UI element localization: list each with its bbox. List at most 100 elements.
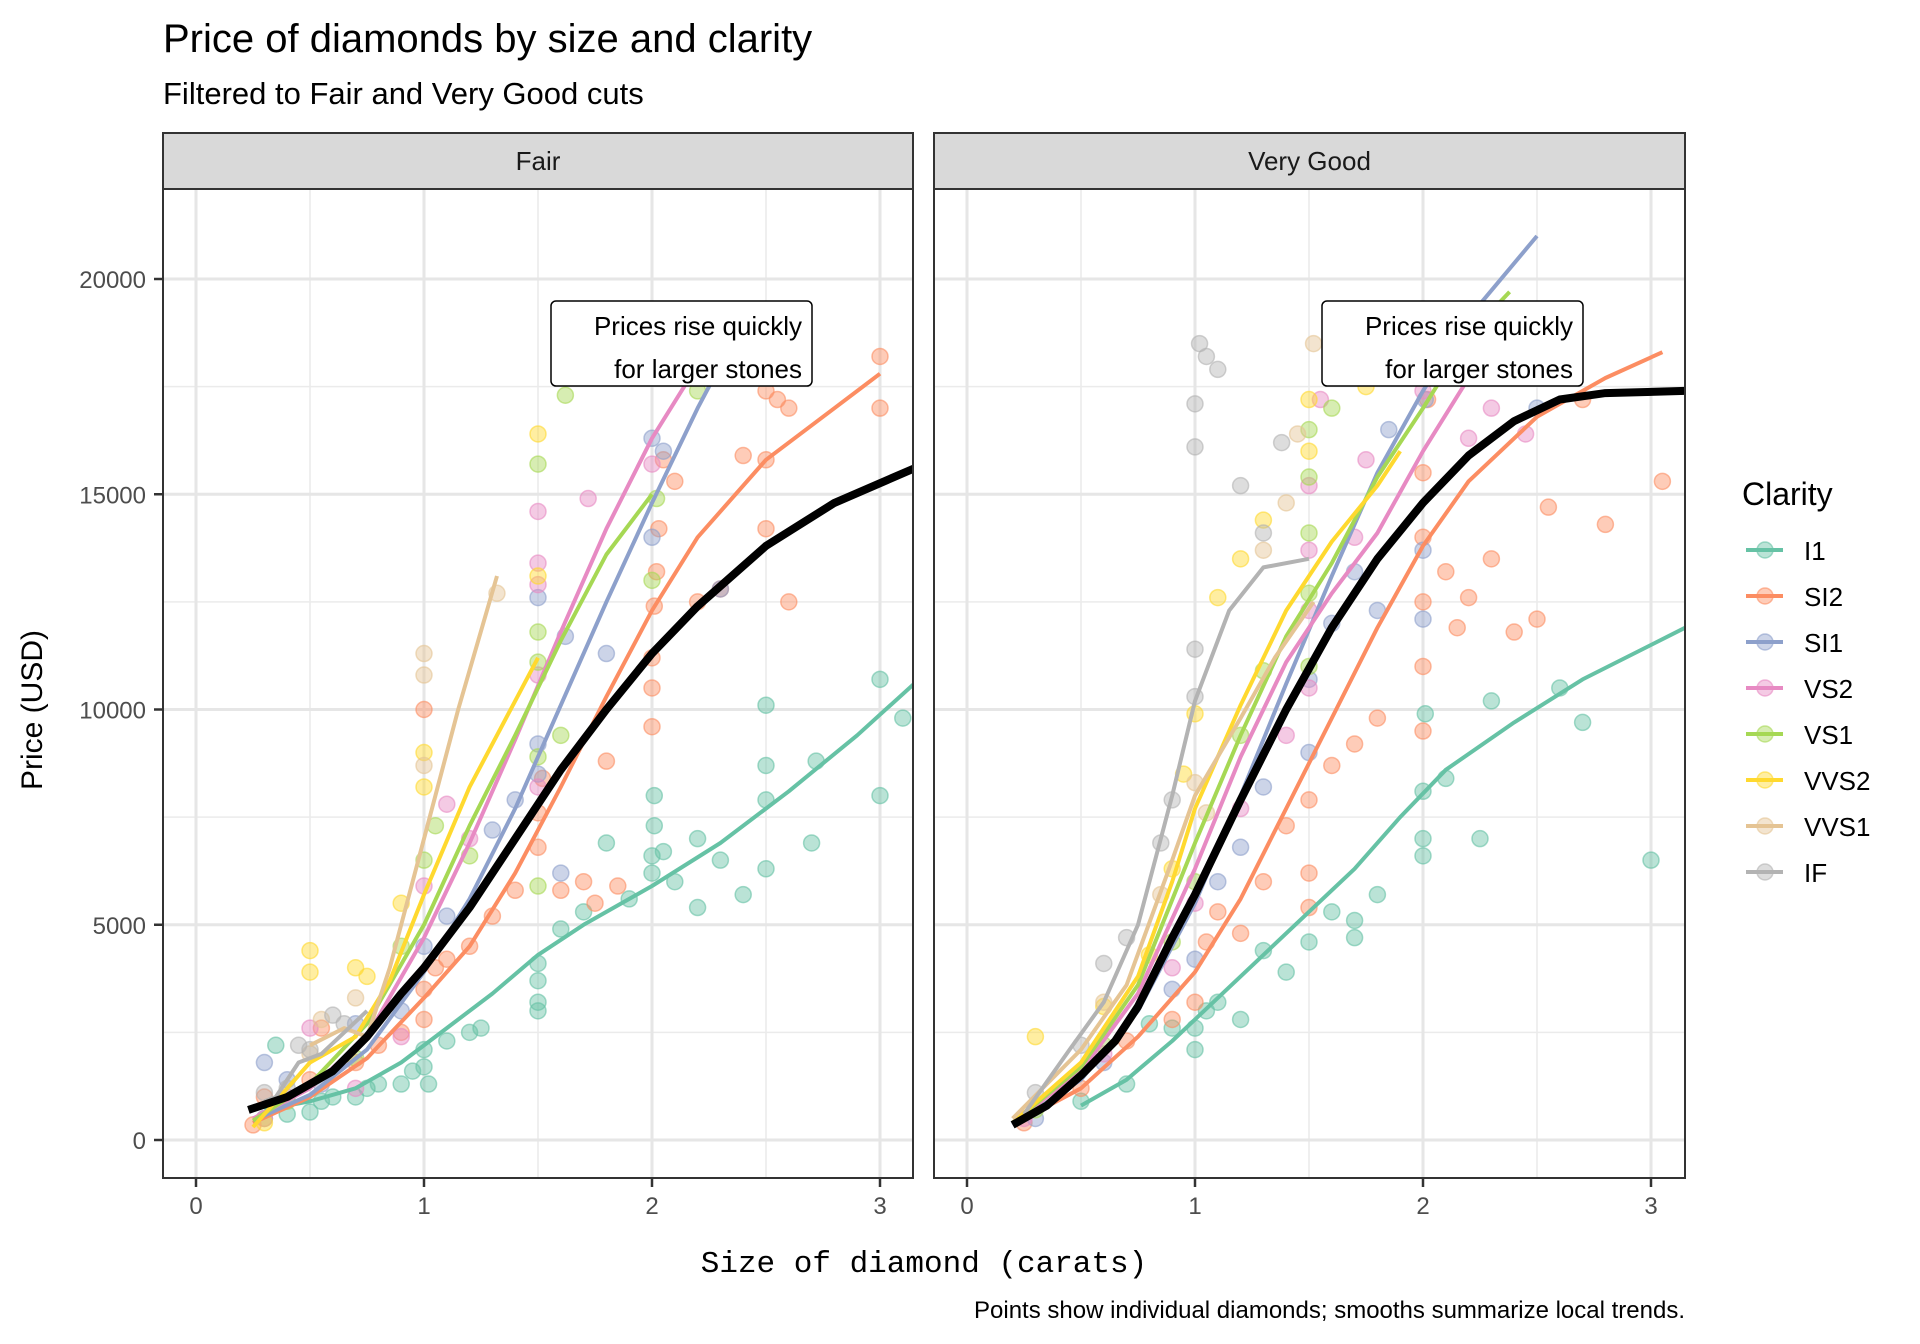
- overall-smooth-line: [1010, 386, 1685, 1129]
- data-point-si2: [1163, 1010, 1181, 1029]
- x-tick-label: 2: [1416, 1193, 1429, 1220]
- legend-label: VVS2: [1804, 766, 1871, 796]
- data-point-i1: [688, 898, 707, 917]
- x-tick-label: 1: [1188, 1193, 1201, 1220]
- data-point-si1: [654, 442, 673, 460]
- data-point-vvs2: [358, 967, 376, 986]
- annotation-label: Prices rise quickly for larger stones: [1321, 300, 1584, 387]
- data-point-si2: [506, 881, 524, 900]
- data-point-si2: [1414, 593, 1432, 611]
- data-point-i1: [871, 786, 889, 805]
- data-point-vs2: [529, 554, 547, 572]
- legend-label: IF: [1804, 858, 1827, 888]
- data-point-vvs2: [1300, 442, 1318, 460]
- y-tick-label: 0: [133, 1128, 146, 1155]
- data-point-si2: [609, 877, 627, 895]
- smooth-line-if: [1022, 556, 1310, 1116]
- data-point-if: [1186, 395, 1204, 413]
- legend-label: SI2: [1804, 582, 1843, 612]
- x-tick-label: 3: [1644, 1193, 1657, 1220]
- data-point-i1: [1323, 903, 1341, 921]
- x-tick-label: 2: [645, 1193, 658, 1220]
- x-tick-label: 1: [417, 1193, 430, 1220]
- y-axis: 0 5000 10000 15000 20000: [79, 267, 163, 1155]
- data-point-i1: [757, 696, 775, 714]
- data-point-si2: [1414, 657, 1432, 676]
- overall-smooth-line: [247, 464, 913, 1114]
- data-point-vs2: [392, 1027, 410, 1046]
- data-point-if: [1272, 433, 1291, 452]
- data-point-i1: [1209, 993, 1227, 1011]
- data-point-i1: [757, 860, 775, 878]
- x-tick-label: 0: [189, 1193, 202, 1220]
- data-point-si2: [1596, 515, 1615, 534]
- data-point-vvs1: [1288, 425, 1307, 443]
- legend-item-if: IF: [1746, 858, 1827, 888]
- data-point-i1: [1345, 928, 1364, 947]
- data-point-i1: [552, 920, 570, 938]
- smooth-line-i1: [1080, 625, 1685, 1108]
- data-point-i1: [529, 993, 547, 1011]
- data-point-si2: [415, 700, 433, 719]
- smooth-line-si2: [252, 372, 882, 1125]
- legend-item-si1: SI1: [1746, 628, 1843, 658]
- x-tick-label: 3: [873, 1193, 886, 1220]
- legend-label: I1: [1804, 536, 1826, 566]
- y-tick-label: 20000: [79, 267, 146, 294]
- facet-strip: [933, 132, 1686, 190]
- data-point-i1: [1254, 941, 1273, 960]
- data-point-i1: [419, 1075, 438, 1093]
- data-point-vs1: [529, 877, 547, 895]
- data-point-si1: [1231, 838, 1250, 857]
- data-point-si2: [780, 593, 798, 611]
- data-point-vvs2: [301, 941, 319, 960]
- legend-label: VS2: [1804, 674, 1853, 704]
- data-point-si2: [1653, 472, 1672, 491]
- data-point-i1: [1345, 911, 1364, 930]
- data-point-vs2: [1277, 726, 1295, 745]
- data-point-si2: [871, 399, 889, 417]
- data-point-si1: [529, 588, 547, 607]
- data-point-i1: [894, 709, 912, 727]
- data-point-si2: [1368, 709, 1387, 727]
- data-point-vs2: [643, 455, 661, 473]
- data-point-vvs2: [529, 567, 547, 585]
- data-point-vvs1: [415, 644, 433, 663]
- data-point-i1: [267, 1036, 285, 1055]
- points-layer: [1015, 334, 1672, 1132]
- y-tick-label: 10000: [79, 698, 146, 725]
- data-point-si1: [552, 864, 570, 882]
- annotation-label: Prices rise quickly for larger stones: [550, 300, 813, 387]
- data-point-si1: [597, 644, 616, 663]
- data-point-i1: [1277, 963, 1295, 981]
- data-point-vvs2: [301, 963, 319, 981]
- annotation-text-line: for larger stones: [614, 354, 802, 384]
- data-point-i1: [871, 670, 889, 689]
- data-point-i1: [415, 1058, 433, 1076]
- data-point-si2: [1300, 898, 1318, 917]
- facet-panel-very-good: Prices rise quickly for larger stones Very…: [933, 132, 1686, 1220]
- data-point-i1: [1300, 933, 1318, 951]
- data-point-si2: [1254, 872, 1273, 891]
- data-point-vvs1: [346, 989, 365, 1007]
- data-point-si2: [1528, 610, 1546, 628]
- data-point-si2: [1414, 722, 1432, 740]
- data-point-si2: [734, 446, 752, 465]
- data-point-i1: [472, 1019, 490, 1037]
- data-point-i1: [1642, 851, 1660, 869]
- legend-label: VVS1: [1804, 812, 1871, 842]
- smooth-line-vvs2: [251, 656, 540, 1129]
- facet-panel-fair: Prices rise quickly for larger stones Fair…: [162, 132, 914, 1220]
- data-point-si2: [1209, 903, 1227, 921]
- data-point-vvs1: [1254, 541, 1273, 559]
- data-point-vvs1: [415, 756, 433, 775]
- x-axis-title: Size of diamond (carats): [701, 1247, 1147, 1282]
- y-axis-title: Price (USD): [16, 630, 49, 790]
- chart-caption: Points show individual diamonds; smooths…: [974, 1297, 1685, 1324]
- data-point-i1: [1368, 885, 1387, 904]
- data-point-vs2: [1300, 541, 1318, 559]
- data-point-vvs2: [1209, 588, 1227, 607]
- data-point-i1: [711, 851, 730, 869]
- data-point-si2: [438, 950, 456, 968]
